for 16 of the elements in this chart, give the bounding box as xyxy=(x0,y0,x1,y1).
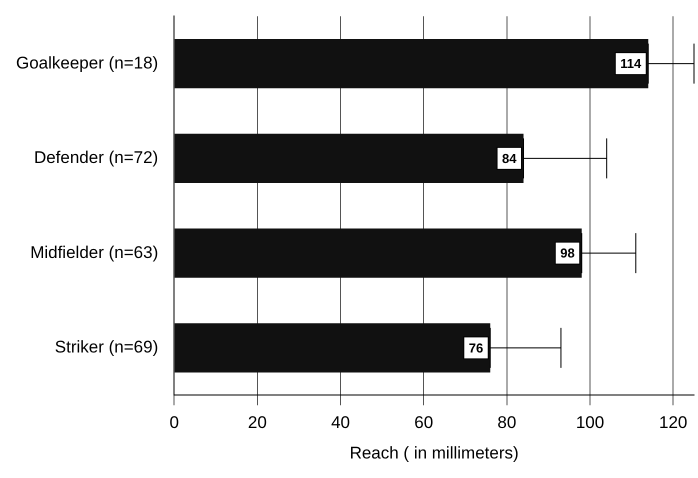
data-label: 84 xyxy=(502,150,518,166)
y-tick-label: Goalkeeper (n=18) xyxy=(16,53,158,72)
y-tick-label: Striker (n=69) xyxy=(54,338,158,357)
y-tick-label: Midfielder (n=63) xyxy=(30,242,158,262)
x-axis-title: Reach ( in millimeters) xyxy=(350,443,519,462)
x-tick-label: 40 xyxy=(331,413,350,432)
x-tick-label: 0 xyxy=(169,413,179,432)
y-tick-label: Defender (n=72) xyxy=(34,148,158,168)
x-tick-label: 80 xyxy=(497,413,516,432)
x-tick-label: 100 xyxy=(576,413,604,432)
data-label: 76 xyxy=(468,340,484,356)
x-tick-label: 120 xyxy=(659,413,688,432)
data-label: 98 xyxy=(560,246,575,261)
x-tick-label: 20 xyxy=(248,413,267,432)
data-label: 114 xyxy=(620,56,642,72)
x-tick-label: 60 xyxy=(414,413,434,432)
